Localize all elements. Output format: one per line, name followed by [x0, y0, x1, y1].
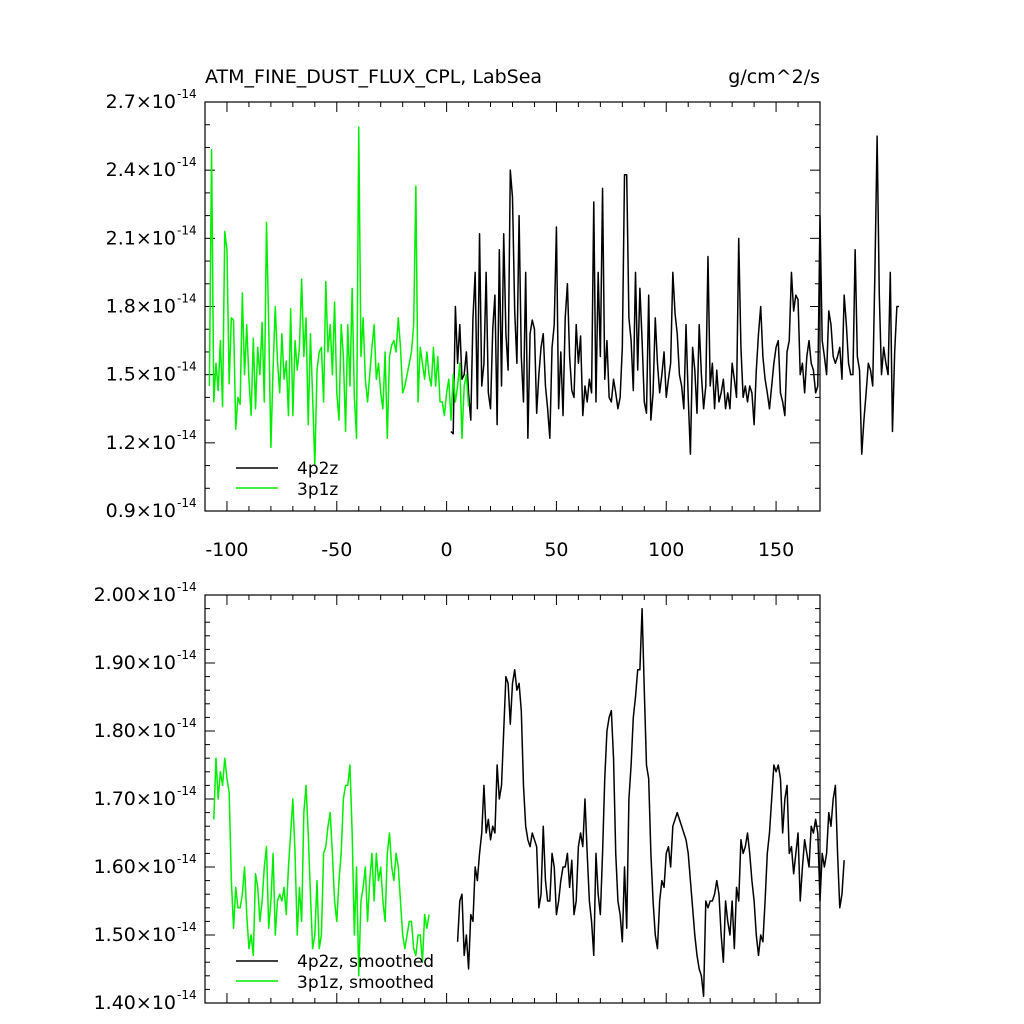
top-y-tick-label: 2.1×10 [106, 227, 176, 249]
top-x-tick-label: -50 [321, 539, 352, 561]
bottom-legend-label-3p1z: 3p1z, smoothed [297, 973, 434, 993]
bottom-y-tick-label: 2.00×10 [94, 584, 176, 606]
top-legend-label-4p2z: 4p2z [297, 459, 338, 479]
bottom-y-tick-exponent: -14 [177, 648, 197, 662]
top-y-tick-label: 1.5×10 [106, 364, 176, 386]
bottom-y-tick-label: 1.70×10 [94, 788, 176, 810]
top-x-tick-label: 50 [544, 539, 568, 561]
top-y-tick-exponent: -14 [177, 496, 197, 510]
top-x-tick-labels: -100 -50 0 50 100 150 [205, 539, 794, 561]
top-y-tick-label: 2.4×10 [106, 159, 176, 181]
top-y-tick-exponent: -14 [177, 155, 197, 169]
bottom-axis-ticks [204, 594, 821, 1004]
top-y-tick-exponent: -14 [177, 87, 197, 101]
top-x-tick-label: 150 [758, 539, 794, 561]
bottom-y-tick-exponent: -14 [177, 716, 197, 730]
top-x-tick-label: 100 [648, 539, 684, 561]
bottom-legend: 4p2z, smoothed 3p1z, smoothed [236, 952, 434, 993]
top-plot-frame [204, 101, 821, 512]
top-y-tick-labels: 0.9×10 -141.2×10 -141.5×10 -141.8×10 -142.1×… [106, 87, 197, 522]
bottom-series-lines [213, 607, 845, 997]
top-x-tick-label: -100 [205, 539, 248, 561]
top-legend-label-3p1z: 3p1z [297, 480, 338, 500]
top-series-4p2z-line [450, 135, 900, 455]
bottom-y-tick-exponent: -14 [177, 920, 197, 934]
top-y-tick-label: 2.7×10 [106, 91, 176, 113]
bottom-y-tick-labels: 1.40×10 -141.50×10 -141.60×10 -141.70×10 -14… [94, 580, 197, 1014]
bottom-series-3p1z-smoothed-line [213, 757, 430, 977]
top-y-tick-exponent: -14 [177, 292, 197, 306]
bottom-legend-label-4p2z: 4p2z, smoothed [297, 952, 434, 972]
top-y-tick-label: 0.9×10 [106, 500, 176, 522]
top-y-tick-exponent: -14 [177, 360, 197, 374]
bottom-y-tick-label: 1.90×10 [94, 652, 176, 674]
top-series-3p1z-line [208, 126, 470, 467]
bottom-series-4p2z-smoothed-line [456, 607, 845, 997]
top-series-lines [208, 126, 900, 467]
bottom-y-tick-exponent: -14 [177, 784, 197, 798]
bottom-y-tick-exponent: -14 [177, 580, 197, 594]
bottom-y-tick-label: 1.50×10 [94, 924, 176, 946]
bottom-y-tick-exponent: -14 [177, 988, 197, 1002]
top-title: ATM_FINE_DUST_FLUX_CPL, LabSea [205, 66, 542, 88]
top-units: g/cm^2/s [728, 66, 820, 88]
bottom-y-tick-label: 1.80×10 [94, 720, 176, 742]
bottom-y-tick-label: 1.60×10 [94, 856, 176, 878]
bottom-y-tick-label: 1.40×10 [94, 992, 176, 1014]
top-y-tick-exponent: -14 [177, 223, 197, 237]
top-legend: 4p2z 3p1z [236, 459, 338, 500]
top-y-tick-label: 1.8×10 [106, 296, 176, 318]
top-panel: ATM_FINE_DUST_FLUX_CPL, LabSea g/cm^2/s … [106, 66, 900, 561]
top-x-tick-label: 0 [441, 539, 453, 561]
bottom-plot-frame [204, 594, 821, 1004]
top-y-tick-label: 1.2×10 [106, 432, 176, 454]
bottom-panel: 1.40×10 -141.50×10 -141.60×10 -141.70×10 -14… [94, 580, 845, 1014]
top-y-tick-exponent: -14 [177, 428, 197, 442]
bottom-y-tick-exponent: -14 [177, 852, 197, 866]
